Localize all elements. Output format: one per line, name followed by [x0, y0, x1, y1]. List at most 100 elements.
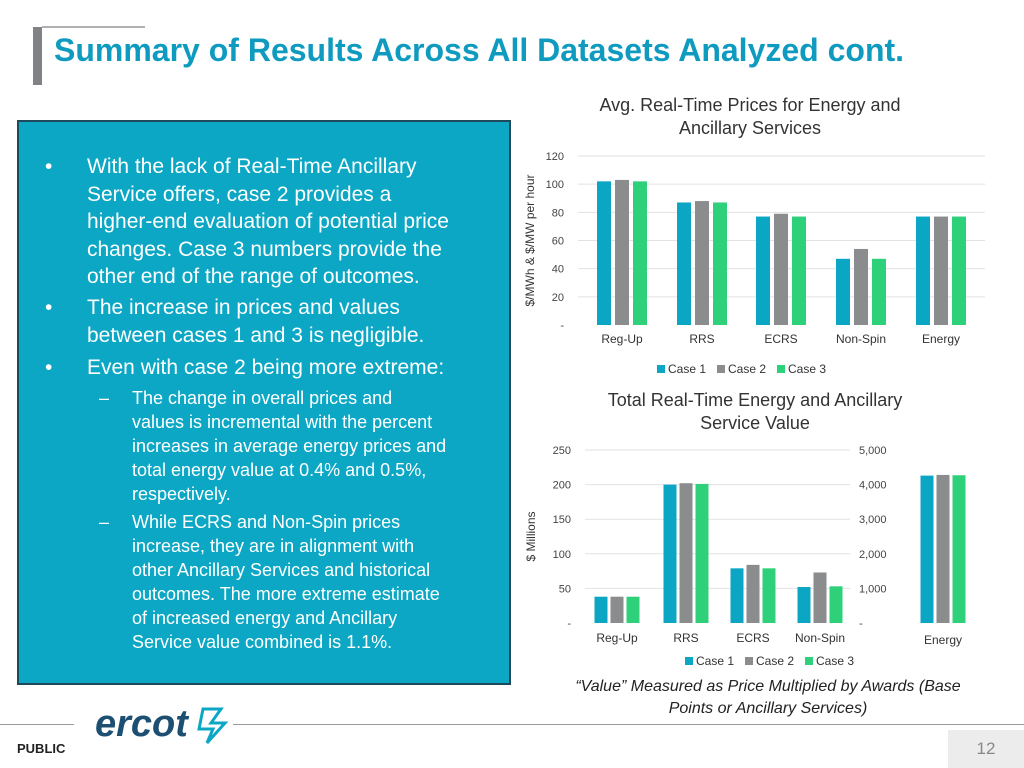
ercot-logo-graphic: ercot — [95, 703, 229, 745]
bullet-1: With the lack of Real-Time Ancillary Ser… — [87, 153, 487, 291]
bar-case-1 — [730, 568, 744, 623]
y-tick-label: 60 — [552, 236, 564, 248]
y-tick-label: 200 — [553, 480, 571, 492]
bar-case-1 — [920, 475, 934, 623]
bullet-marker: • — [45, 356, 53, 379]
bullet-1-line: changes. Case 3 numbers provide the — [87, 237, 442, 261]
secondary-y-tick-label: 5,000 — [859, 445, 887, 457]
bullet-1-line: With the lack of Real-Time Ancillary — [87, 155, 417, 178]
bar-case-1 — [594, 596, 608, 623]
title-accent-bar — [33, 27, 42, 85]
bar-case-2 — [774, 213, 788, 325]
bar-case-3 — [626, 596, 640, 623]
value-bar-chart: - 50 100 150 200 250 - 1,000 2,000 3,000 4,000 5,00… — [524, 445, 966, 668]
sub-bullet-marker: – — [99, 388, 110, 408]
sub-bullet-1-line: total energy value at 0.4% and 0.5%, — [132, 460, 427, 480]
bolt-icon — [197, 707, 229, 745]
legend-swatch — [745, 657, 753, 665]
price-chart-title-line: Ancillary Services — [678, 118, 822, 138]
bullet-2-line: between cases 1 and 3 is negligible. — [87, 323, 425, 347]
sub-bullet-2-line: increase, they are in alignment with — [132, 536, 415, 556]
x-category-label: Reg-Up — [601, 332, 643, 346]
x-category-label: Energy — [922, 332, 960, 346]
sub-bullet-1-line: increases in average energy prices and — [132, 436, 447, 456]
slide-title: Summary of Results Across All Datasets A… — [54, 32, 905, 68]
sub-bullet-2-line: While ECRS and Non-Spin prices — [132, 512, 401, 532]
secondary-y-tick-label: 3,000 — [859, 514, 887, 526]
y-tick-label: 40 — [552, 264, 564, 276]
value-chart-title-line: Total Real-Time Energy and Ancillary — [607, 390, 903, 410]
legend-label: Case 2 — [728, 362, 766, 376]
sub-bullet-1: The change in overall prices and values … — [132, 386, 502, 506]
ercot-logo-text: ercot — [95, 703, 189, 745]
legend-swatch — [657, 365, 665, 373]
legend-label: Case 3 — [816, 654, 854, 668]
footer-rule — [0, 724, 74, 725]
bullet-1-line: Service offers, case 2 provides a — [87, 182, 392, 206]
bar-case-2 — [679, 483, 693, 623]
sub-bullet-1-line: respectively. — [132, 484, 231, 504]
legend-label: Case 1 — [668, 362, 706, 376]
bullet-3: Even with case 2 being more extreme: — [87, 354, 487, 382]
x-category-label: ECRS — [736, 631, 769, 645]
caption-line: Points or Ancillary Services) — [668, 700, 868, 717]
bar-case-1 — [916, 216, 930, 325]
sub-bullet-2-line: Service value combined is 1.1%. — [132, 632, 393, 652]
bar-case-3 — [952, 216, 966, 325]
sub-bullet-2-line: other Ancillary Services and historical — [132, 560, 431, 580]
bar-case-3 — [829, 586, 843, 623]
sub-bullet-1-line: values is incremental with the percent — [132, 412, 433, 432]
legend-swatch — [777, 365, 785, 373]
y-tick-label: 50 — [559, 583, 571, 595]
bar-case-1 — [836, 258, 850, 325]
x-category-label: Reg-Up — [596, 631, 638, 645]
y-axis-label: $/MWh & $/MW per hour — [523, 174, 537, 306]
bullet-marker: • — [45, 155, 53, 178]
bar-case-2 — [695, 201, 709, 325]
bar-case-1 — [756, 216, 770, 325]
bar-case-1 — [797, 587, 811, 623]
legend-label: Case 1 — [696, 654, 734, 668]
legend-swatch — [685, 657, 693, 665]
sub-bullet-2-line: of increased energy and Ancillary — [132, 608, 398, 628]
bar-case-2 — [934, 216, 948, 325]
y-tick-label: - — [560, 320, 564, 332]
bar-case-3 — [872, 258, 886, 325]
y-tick-label: 250 — [553, 445, 571, 457]
x-category-label: RRS — [689, 332, 714, 346]
bar-case-3 — [633, 181, 647, 325]
bar-case-3 — [713, 202, 727, 325]
bullet-2-line: The increase in prices and values — [87, 296, 400, 319]
price-bar-chart: - 20 40 60 80 100 120 $/MWh & $/MW per hour Reg-… — [523, 151, 985, 376]
bar-case-2 — [610, 596, 624, 623]
legend-swatch — [717, 365, 725, 373]
bar-case-3 — [792, 216, 806, 325]
x-category-label: Non-Spin — [836, 332, 886, 346]
value-caption: “Value” Measured as Price Multiplied by … — [548, 676, 988, 720]
bar-case-2 — [746, 564, 760, 623]
legend-label: Case 2 — [756, 654, 794, 668]
sub-bullet-1-line: The change in overall prices and — [132, 388, 393, 408]
y-tick-label: 20 — [552, 292, 564, 304]
y-tick-label: - — [567, 618, 571, 630]
sub-bullet-marker: – — [99, 512, 110, 532]
bar-case-2 — [854, 248, 868, 325]
title-top-rule — [42, 26, 145, 28]
price-chart-title: Avg. Real-Time Prices for Energy and Anc… — [560, 94, 940, 140]
summary-bullet-box: • With the lack of Real-Time Ancillary S… — [17, 120, 511, 685]
x-category-label: ECRS — [764, 332, 797, 346]
bar-case-1 — [597, 181, 611, 325]
secondary-y-tick-label: - — [859, 618, 863, 630]
bullet-2: The increase in prices and values betwee… — [87, 294, 487, 349]
y-axis-label: $ Millions — [524, 511, 538, 561]
legend-swatch — [805, 657, 813, 665]
x-category-label: RRS — [673, 631, 698, 645]
y-tick-label: 80 — [552, 207, 564, 219]
x-category-label: Energy — [924, 633, 962, 647]
bar-case-2 — [813, 572, 827, 623]
x-category-label: Non-Spin — [795, 631, 845, 645]
bar-case-3 — [762, 568, 776, 623]
value-chart-title-line: Service Value — [700, 413, 810, 433]
bar-case-1 — [677, 202, 691, 325]
bar-case-2 — [615, 179, 629, 325]
